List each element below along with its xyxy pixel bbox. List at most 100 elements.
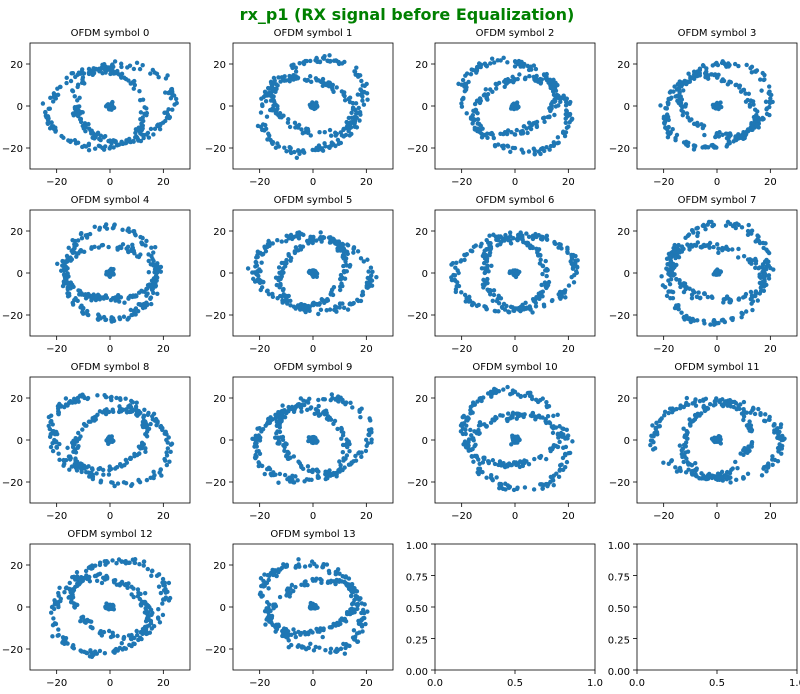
- data-point: [295, 644, 300, 649]
- data-point: [155, 420, 160, 426]
- data-point: [341, 456, 346, 461]
- data-point: [341, 126, 346, 132]
- data-point: [48, 419, 53, 425]
- data-point: [654, 420, 659, 426]
- data-point: [274, 282, 280, 288]
- data-point: [78, 618, 83, 624]
- data-point: [748, 65, 753, 71]
- data-point: [540, 486, 545, 491]
- data-point: [268, 618, 273, 623]
- data-point: [758, 285, 763, 290]
- x-tick-label: 0: [714, 344, 720, 355]
- data-point: [113, 466, 118, 471]
- y-tick-label: 20: [213, 394, 226, 405]
- data-point: [452, 273, 458, 278]
- scatter-points: [49, 557, 173, 660]
- data-point: [521, 150, 526, 155]
- data-point: [259, 260, 264, 265]
- data-point: [161, 582, 166, 588]
- data-point: [734, 477, 739, 483]
- data-point: [549, 106, 554, 112]
- data-point: [73, 450, 79, 455]
- data-point: [100, 145, 105, 151]
- data-point: [551, 92, 557, 98]
- data-point: [480, 469, 485, 475]
- data-point: [565, 114, 570, 119]
- subplot-title: OFDM symbol 10: [472, 362, 557, 373]
- data-point: [258, 110, 264, 115]
- data-point: [91, 66, 96, 71]
- data-point: [336, 622, 341, 628]
- data-point: [156, 75, 161, 80]
- data-point: [347, 611, 353, 617]
- data-point: [692, 417, 698, 422]
- data-point: [129, 483, 134, 488]
- data-point: [556, 245, 561, 250]
- data-point: [314, 626, 319, 632]
- data-point: [478, 64, 483, 70]
- data-point: [745, 450, 750, 456]
- data-point: [480, 126, 485, 131]
- data-point: [753, 290, 758, 295]
- data-point: [109, 394, 114, 400]
- data-point: [530, 310, 535, 315]
- data-point: [350, 405, 355, 410]
- data-point: [280, 403, 285, 408]
- data-point: [715, 62, 721, 68]
- data-point: [557, 468, 562, 473]
- data-point: [478, 395, 483, 401]
- data-point: [45, 120, 50, 126]
- data-point: [540, 146, 545, 151]
- y-tick-label: −20: [2, 645, 23, 656]
- data-point: [127, 136, 132, 142]
- data-point: [454, 260, 459, 266]
- data-point: [540, 271, 545, 277]
- data-point: [114, 395, 119, 401]
- data-point: [684, 111, 690, 116]
- data-point: [684, 456, 689, 461]
- data-point: [459, 421, 465, 427]
- data-point: [335, 567, 341, 572]
- data-point: [150, 568, 155, 573]
- data-point: [265, 241, 271, 247]
- data-point: [321, 235, 327, 240]
- data-point: [337, 287, 343, 293]
- y-tick-label: 0: [220, 269, 226, 280]
- data-point: [508, 78, 514, 84]
- subplot-title: OFDM symbol 12: [67, 529, 152, 540]
- data-point: [89, 566, 94, 571]
- data-point: [275, 429, 280, 434]
- data-point: [687, 316, 692, 321]
- data-point: [687, 118, 692, 123]
- data-point: [118, 409, 124, 414]
- data-point: [750, 124, 755, 129]
- data-point: [471, 459, 476, 464]
- data-point: [309, 477, 314, 482]
- data-point: [288, 145, 293, 151]
- data-point: [313, 439, 318, 444]
- data-point: [310, 147, 315, 153]
- data-point: [70, 250, 76, 256]
- data-point: [710, 295, 715, 301]
- data-point: [103, 293, 109, 298]
- data-point: [702, 321, 707, 326]
- data-point: [355, 92, 361, 97]
- data-point: [766, 84, 772, 89]
- data-point: [510, 145, 516, 151]
- data-point: [753, 239, 758, 244]
- data-point: [107, 66, 113, 71]
- data-point: [287, 124, 293, 130]
- data-point: [545, 413, 551, 419]
- data-point: [288, 258, 293, 263]
- data-point: [142, 590, 148, 596]
- data-point: [343, 401, 348, 407]
- data-point: [567, 101, 572, 107]
- data-point: [273, 102, 278, 107]
- data-point: [73, 74, 78, 80]
- data-point: [723, 223, 729, 228]
- data-point: [741, 417, 746, 423]
- data-point: [368, 418, 373, 423]
- data-point: [309, 559, 315, 564]
- data-point: [741, 452, 746, 457]
- data-point: [748, 296, 753, 302]
